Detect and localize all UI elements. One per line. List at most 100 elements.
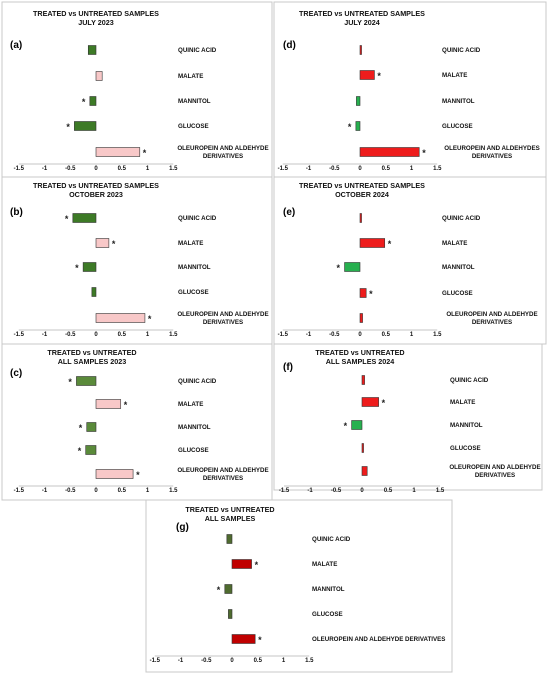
category-label: OLEUROPEIN AND ALDEHYDES bbox=[444, 145, 539, 152]
significance-star: * bbox=[382, 398, 386, 408]
significance-star: * bbox=[124, 400, 128, 410]
panel-title-line: TREATED vs UNTREATED bbox=[315, 348, 404, 357]
x-tick-label: -1.5 bbox=[279, 488, 290, 494]
x-tick-label: 0 bbox=[94, 332, 98, 338]
category-label: MALATE bbox=[442, 240, 467, 247]
bar bbox=[359, 70, 375, 80]
bar bbox=[76, 376, 97, 386]
x-tick-label: 1.5 bbox=[169, 488, 178, 494]
x-tick-label: -1 bbox=[42, 166, 48, 172]
x-tick-label: 1.5 bbox=[433, 332, 442, 338]
category-label: QUINIC ACID bbox=[312, 536, 351, 543]
x-tick-label: -1.5 bbox=[278, 166, 289, 172]
category-label: MALATE bbox=[178, 240, 203, 247]
significance-star: * bbox=[148, 314, 152, 324]
x-tick-label: 0.5 bbox=[382, 332, 391, 338]
panel-title-line: TREATED vs UNTREATED bbox=[185, 505, 274, 514]
bar bbox=[95, 399, 122, 409]
significance-star: * bbox=[78, 446, 82, 456]
significance-star: * bbox=[66, 122, 70, 132]
bar bbox=[359, 238, 386, 248]
category-label: QUINIC ACID bbox=[442, 47, 481, 54]
significance-star: * bbox=[68, 377, 72, 387]
panel-frame bbox=[1, 343, 273, 501]
x-tick-label: 1 bbox=[146, 166, 150, 172]
category-label: OLEUROPEIN AND ALDEHYDE bbox=[446, 311, 537, 318]
x-tick-label: 1 bbox=[282, 658, 286, 664]
panel-title-line: TREATED vs UNTREATED SAMPLES bbox=[33, 9, 159, 18]
x-tick-label: 1 bbox=[412, 488, 416, 494]
category-label: OLEUROPEIN AND ALDEHYDE bbox=[449, 464, 540, 471]
bar bbox=[355, 121, 361, 131]
bar bbox=[228, 609, 233, 619]
bar bbox=[95, 469, 134, 479]
x-tick-label: -0.5 bbox=[329, 166, 340, 172]
bar bbox=[72, 213, 97, 223]
category-label: DERIVATIVES bbox=[203, 319, 243, 326]
category-label: DERIVATIVES bbox=[203, 153, 243, 160]
category-label: GLUCOSE bbox=[442, 290, 473, 297]
x-tick-label: -1.5 bbox=[150, 658, 161, 664]
x-tick-label: -0.5 bbox=[65, 166, 76, 172]
x-tick-label: -1.5 bbox=[14, 488, 25, 494]
x-tick-label: 0 bbox=[230, 658, 234, 664]
significance-star: * bbox=[65, 214, 69, 224]
category-label: DERIVATIVES bbox=[203, 475, 243, 482]
category-label: OLEUROPEIN AND ALDEHYDE bbox=[177, 311, 268, 318]
x-tick-label: 1.5 bbox=[433, 166, 442, 172]
bar bbox=[359, 213, 362, 223]
significance-star: * bbox=[422, 148, 426, 158]
x-tick-label: 0.5 bbox=[382, 166, 391, 172]
bar bbox=[95, 238, 110, 248]
x-tick-label: 1.5 bbox=[169, 332, 178, 338]
panel-label: (f) bbox=[283, 362, 293, 373]
x-tick-label: 0.5 bbox=[254, 658, 263, 664]
bar bbox=[359, 45, 362, 55]
x-tick-label: -1 bbox=[42, 488, 48, 494]
significance-star: * bbox=[217, 585, 221, 595]
category-label: DERIVATIVES bbox=[472, 319, 512, 326]
category-label: MALATE bbox=[178, 401, 203, 408]
x-tick-label: 1 bbox=[410, 332, 414, 338]
category-label: DERIVATIVES bbox=[472, 153, 512, 160]
category-label: QUINIC ACID bbox=[450, 377, 489, 384]
panel-title-line: ALL SAMPLES bbox=[205, 514, 256, 523]
bar bbox=[91, 287, 97, 297]
category-label: QUINIC ACID bbox=[178, 47, 217, 54]
x-tick-label: 0 bbox=[360, 488, 364, 494]
x-tick-label: -0.5 bbox=[331, 488, 342, 494]
category-label: MANNITOL bbox=[178, 424, 211, 431]
panel-label: (c) bbox=[10, 368, 22, 379]
panel-title-line: JULY 2023 bbox=[78, 18, 114, 27]
significance-star: * bbox=[82, 97, 86, 107]
x-tick-label: 0.5 bbox=[118, 166, 127, 172]
bar bbox=[231, 634, 256, 644]
bar bbox=[74, 121, 97, 131]
panel-label: (e) bbox=[283, 207, 295, 218]
panel-title-line: JULY 2024 bbox=[344, 18, 380, 27]
x-tick-label: -0.5 bbox=[329, 332, 340, 338]
panel-title-line: OCTOBER 2023 bbox=[69, 190, 123, 199]
significance-star: * bbox=[344, 421, 348, 431]
x-tick-label: 1.5 bbox=[169, 166, 178, 172]
category-label: MALATE bbox=[312, 561, 337, 568]
x-tick-label: -1 bbox=[306, 166, 312, 172]
significance-star: * bbox=[369, 289, 373, 299]
significance-star: * bbox=[136, 470, 140, 480]
panel-label: (b) bbox=[10, 207, 23, 218]
category-label: QUINIC ACID bbox=[178, 378, 217, 385]
x-tick-label: 0.5 bbox=[118, 488, 127, 494]
x-tick-label: 0 bbox=[94, 488, 98, 494]
panel-frame bbox=[145, 499, 453, 673]
category-label: MALATE bbox=[178, 73, 203, 80]
x-tick-label: 0.5 bbox=[118, 332, 127, 338]
significance-star: * bbox=[112, 239, 116, 249]
x-tick-label: -1 bbox=[306, 332, 312, 338]
x-tick-label: 1 bbox=[410, 166, 414, 172]
bar bbox=[231, 559, 252, 569]
